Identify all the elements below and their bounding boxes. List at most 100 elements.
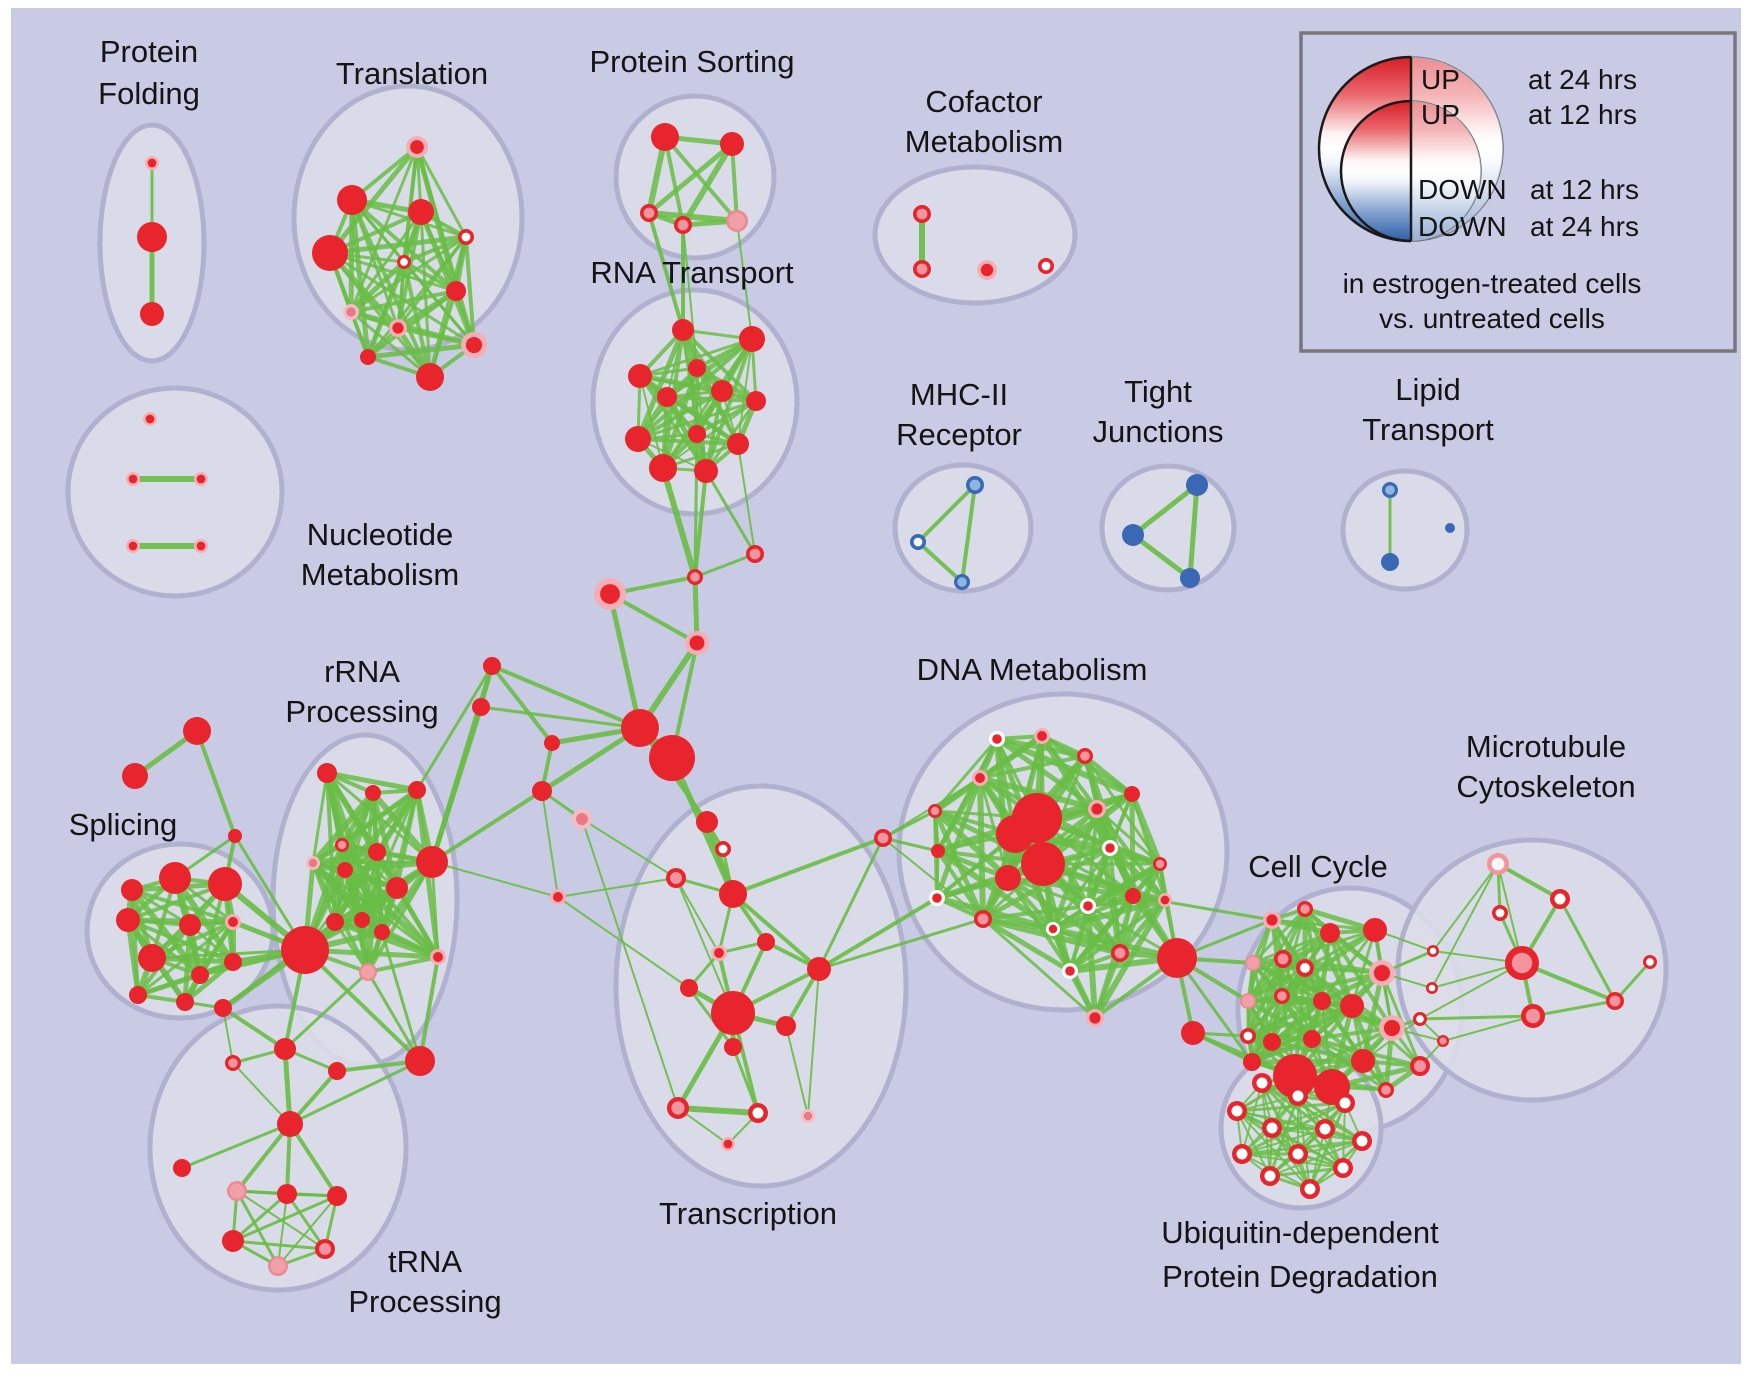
node-red	[337, 185, 367, 215]
node-core	[229, 1183, 245, 1199]
cluster-label-rrna-processing: rRNA	[324, 654, 400, 689]
network-edge	[1246, 1004, 1354, 1038]
node-core	[392, 322, 404, 334]
node-core	[361, 965, 375, 979]
network-edge	[182, 922, 193, 1005]
network-edge	[1050, 926, 1180, 961]
node-red	[179, 914, 201, 936]
network-edge	[431, 861, 559, 898]
network-edge	[1051, 846, 1112, 931]
node-core	[932, 893, 942, 903]
node-red	[995, 865, 1021, 891]
node-red	[281, 926, 329, 974]
node-red	[807, 957, 831, 981]
network-edge	[324, 770, 420, 793]
network-edge	[635, 327, 686, 442]
network-edge	[342, 867, 385, 935]
network-edge	[1531, 999, 1617, 1018]
node-red	[354, 912, 370, 928]
node-core	[1300, 963, 1310, 973]
node-core	[1266, 1122, 1278, 1134]
node-red	[649, 735, 695, 781]
network-edge	[731, 1045, 760, 1115]
node-core	[346, 307, 356, 317]
network-edge	[881, 836, 940, 853]
cluster-label-cofactor: Cofactor	[925, 84, 1042, 119]
network-edge	[882, 837, 984, 920]
node-red	[173, 1159, 191, 1177]
network-edge	[136, 960, 235, 997]
node-core	[1277, 991, 1287, 1001]
network-edge	[1271, 1102, 1346, 1129]
network-edge	[695, 399, 758, 436]
cluster-label-rrna-processing: Processing	[285, 694, 438, 729]
legend-direction-label: DOWN	[1418, 174, 1507, 205]
cluster-label-mhc-receptor: MHC-II	[910, 377, 1008, 412]
network-edge	[1131, 894, 1274, 922]
node-red	[472, 698, 490, 716]
network-edge	[418, 955, 440, 1063]
node-red	[996, 815, 1034, 853]
network-edge	[1281, 928, 1377, 961]
legend-direction-label: UP	[1421, 64, 1460, 95]
node-red	[720, 132, 744, 156]
node-core	[1160, 895, 1170, 905]
node-core	[1339, 1097, 1351, 1109]
network-edge	[380, 930, 440, 959]
network-edge	[980, 916, 1123, 956]
node-core	[308, 858, 318, 868]
cluster-ellipse-mhc-receptor	[892, 462, 1034, 594]
node-red	[140, 302, 164, 326]
network-edge	[680, 141, 735, 228]
node-red	[129, 986, 147, 1004]
network-edge	[663, 135, 739, 223]
node-core	[749, 548, 761, 560]
node-red	[116, 908, 140, 932]
network-edge	[1302, 906, 1378, 933]
cluster-ellipse-cofactor	[872, 164, 1078, 306]
network-edge	[222, 1007, 234, 1064]
network-edge	[730, 142, 739, 223]
network-edge	[663, 135, 685, 227]
cluster-labels: Protein Folding Translation Protein Sorting…	[69, 34, 1636, 1319]
node-core	[1385, 485, 1395, 495]
network-edge	[557, 877, 677, 898]
node-red	[739, 326, 765, 352]
node-red	[365, 785, 381, 801]
node-core	[1266, 914, 1278, 926]
network-edge	[150, 920, 235, 960]
network-edge	[415, 145, 468, 239]
network-edge	[479, 705, 642, 730]
network-edge	[277, 1195, 338, 1267]
network-edge	[311, 771, 329, 865]
network-edge	[1241, 1128, 1326, 1155]
node-core	[1646, 958, 1654, 966]
node-core	[1083, 901, 1093, 911]
network-edge	[817, 896, 939, 971]
node-core	[228, 1058, 238, 1068]
node-red	[159, 862, 191, 894]
node-red	[274, 1038, 296, 1060]
network-edge	[366, 955, 440, 974]
node-core	[1236, 1148, 1248, 1160]
node-red	[138, 944, 166, 972]
network-edge	[231, 1239, 327, 1251]
node-core	[1525, 1008, 1541, 1024]
node-red	[724, 1038, 742, 1056]
network-edge	[1130, 482, 1200, 538]
cluster-label-lipid-transport: Transport	[1362, 412, 1494, 447]
legend-direction-label: DOWN	[1418, 211, 1507, 242]
node-red	[1124, 786, 1140, 802]
node-red	[776, 1016, 796, 1036]
node-core	[992, 734, 1002, 744]
node-core	[1277, 953, 1289, 965]
network-edge	[731, 892, 821, 971]
network-edge	[430, 789, 544, 864]
network-edge	[687, 986, 735, 1049]
node-red	[224, 953, 242, 971]
cluster-label-ubiquitin: Protein Degradation	[1162, 1259, 1438, 1294]
network-edge	[1431, 863, 1499, 989]
network-edge	[1006, 876, 1090, 908]
